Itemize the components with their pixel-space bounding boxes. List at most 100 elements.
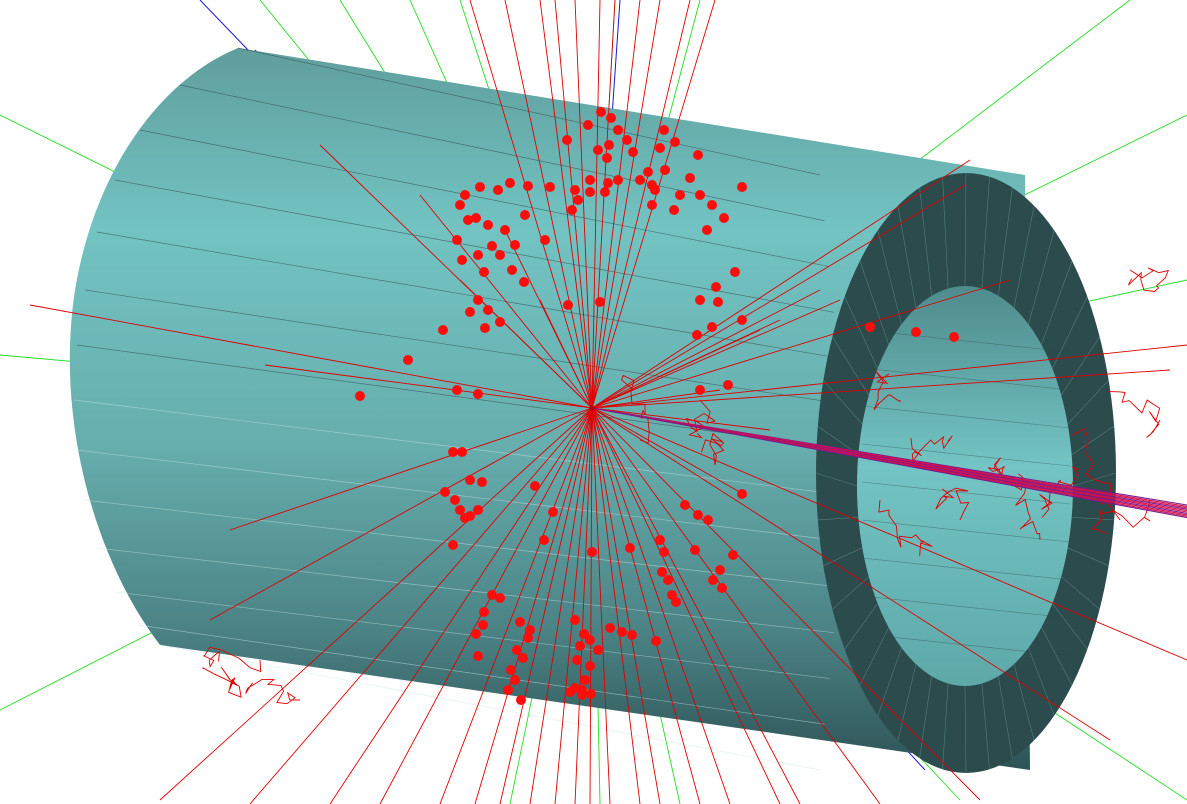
red-track xyxy=(574,0,593,409)
hit-marker xyxy=(604,140,614,150)
hit-marker xyxy=(585,187,595,197)
barrel-facet-line xyxy=(96,231,839,359)
hit-marker xyxy=(570,185,580,195)
hit-marker xyxy=(596,107,606,117)
red-track xyxy=(591,407,701,804)
hit-marker xyxy=(563,300,573,310)
red-track xyxy=(591,0,601,409)
hit-marker xyxy=(525,625,535,635)
red-track xyxy=(591,289,821,409)
ring-segment-line xyxy=(1013,664,1035,741)
red-track xyxy=(589,407,593,804)
hit-marker xyxy=(613,125,623,135)
hit-marker xyxy=(670,137,680,147)
red-track xyxy=(591,407,1187,661)
ring-segment-line xyxy=(823,547,863,566)
ring-segment-line xyxy=(859,260,889,345)
red-track xyxy=(591,407,641,804)
hit-marker xyxy=(460,513,470,523)
hit-marker xyxy=(473,651,483,661)
hit-marker xyxy=(606,113,616,123)
red-track xyxy=(591,0,691,409)
hit-marker xyxy=(575,641,585,651)
bore-facet-line xyxy=(861,557,1071,581)
red-track xyxy=(591,407,981,801)
red-track xyxy=(591,407,746,496)
ring-segment-line xyxy=(832,576,869,610)
ring-segment-line xyxy=(1028,230,1055,325)
hit-marker xyxy=(613,175,623,185)
curling-track xyxy=(202,666,242,698)
hit-marker xyxy=(487,241,497,251)
hit-marker xyxy=(737,315,747,325)
hit-marker xyxy=(478,620,488,630)
hit-marker xyxy=(455,505,465,515)
hit-marker xyxy=(605,623,615,633)
ring-segment-line xyxy=(844,603,878,650)
red-track xyxy=(591,369,1171,409)
hit-marker xyxy=(707,200,717,210)
hit-marker xyxy=(603,178,613,188)
hit-marker xyxy=(503,685,513,695)
hit-marker xyxy=(585,661,595,671)
hit-marker xyxy=(493,185,503,195)
hit-marker xyxy=(530,481,540,491)
red-track xyxy=(29,304,593,409)
barrel-facet-line xyxy=(139,129,830,267)
hit-marker xyxy=(671,597,681,607)
hit-marker xyxy=(737,489,747,499)
hit-marker xyxy=(600,187,610,197)
hit-marker xyxy=(516,695,526,705)
hit-marker xyxy=(448,540,458,550)
hit-marker xyxy=(567,205,577,215)
hit-marker xyxy=(695,190,705,200)
hit-marker xyxy=(562,135,572,145)
hit-marker xyxy=(479,607,489,617)
bore-facet-line xyxy=(861,443,1071,467)
curling-track xyxy=(685,399,716,439)
curling-track xyxy=(620,374,650,444)
hit-marker xyxy=(577,685,587,695)
hit-marker xyxy=(707,322,717,332)
hit-marker xyxy=(440,487,450,497)
hit-marker xyxy=(452,385,462,395)
ring-segment-line xyxy=(1071,425,1115,455)
red-track xyxy=(264,364,593,409)
hit-marker xyxy=(695,385,705,395)
hit-marker xyxy=(500,225,510,235)
red-track xyxy=(591,159,971,409)
hit-marker xyxy=(565,687,575,697)
ring-segment-line xyxy=(942,683,949,770)
bore-facet-line xyxy=(861,329,1071,353)
ring-segment-line xyxy=(919,187,932,296)
hit-marker xyxy=(495,250,505,260)
red-track xyxy=(574,407,593,804)
hit-marker xyxy=(669,205,679,215)
hit-marker xyxy=(651,636,661,646)
curling-track xyxy=(1127,267,1170,292)
hit-marker xyxy=(635,175,645,185)
hit-marker xyxy=(627,630,637,640)
curling-track xyxy=(910,435,953,463)
red-track xyxy=(591,184,966,409)
red-track xyxy=(591,0,661,409)
hit-marker xyxy=(702,225,712,235)
ring-segment-line xyxy=(998,187,1013,296)
ring-segment-line xyxy=(919,676,932,759)
bore-facet-line xyxy=(861,367,1071,391)
red-track xyxy=(469,0,593,409)
red-track xyxy=(529,407,593,804)
hit-marker xyxy=(507,265,517,275)
ring-segment-lines xyxy=(815,172,1117,774)
red-track xyxy=(439,407,593,804)
red-track xyxy=(591,344,1187,409)
hit-marker xyxy=(693,150,703,160)
hit-marker xyxy=(693,510,703,520)
ring-segment-line xyxy=(1041,627,1073,686)
bore-facet-line xyxy=(861,633,1071,657)
hit-marker xyxy=(625,543,635,553)
hit-marker xyxy=(647,180,657,190)
hit-marker xyxy=(643,167,653,177)
ring-segment-line xyxy=(1052,603,1088,650)
hit-marker xyxy=(545,182,555,192)
